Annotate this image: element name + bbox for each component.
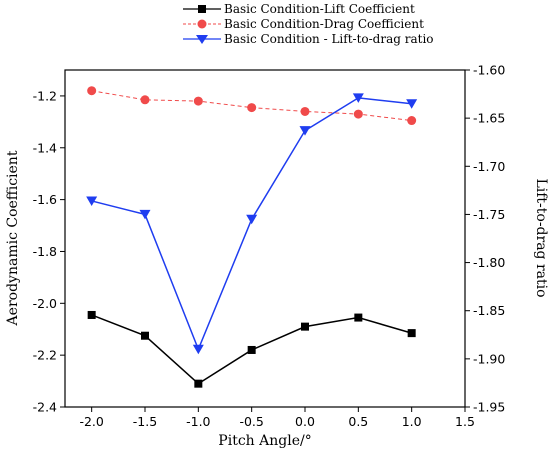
legend-label-lift: Basic Condition-Lift Coefficient [224, 2, 415, 16]
data-point-lift [141, 331, 149, 340]
x-tick-label: -1.5 [133, 414, 157, 429]
legend: Basic Condition-Lift Coefficient Basic C… [183, 2, 434, 46]
data-point-ltd [192, 344, 204, 355]
y-right-tick-label: -1.75 [473, 207, 505, 222]
series-layer [86, 86, 418, 388]
data-point-drag [87, 86, 97, 96]
legend-marker-ltd [196, 35, 208, 44]
x-tick-label: 1.5 [455, 414, 475, 429]
data-point-drag [353, 109, 363, 119]
data-point-drag [300, 106, 310, 116]
x-axis-title: Pitch Angle/° [218, 433, 311, 449]
y-axis-right-title: Lift-to-drag ratio [533, 178, 549, 297]
legend-item-lift: Basic Condition-Lift Coefficient [183, 2, 415, 16]
y-axis-left-title: Aerodynamic Coefficient [5, 150, 21, 326]
data-point-drag [193, 96, 203, 106]
data-point-ltd [139, 209, 151, 220]
plot-frame [64, 69, 466, 408]
y-right-tick-label: -1.60 [473, 63, 505, 78]
y-left-tick-label: -2.2 [33, 348, 57, 363]
legend-marker-drag [197, 19, 207, 29]
data-point-lift [301, 322, 309, 331]
data-point-ltd [352, 93, 364, 103]
x-tick-label: 1.0 [402, 414, 422, 429]
data-point-ltd [246, 214, 258, 225]
x-tick-label: 0.5 [348, 414, 368, 429]
y-left-tick-label: -1.2 [33, 88, 57, 103]
y-left-tick-label: -1.4 [33, 140, 57, 155]
data-point-lift [194, 379, 203, 388]
legend-label-drag: Basic Condition-Drag Coefficient [224, 17, 424, 31]
data-point-ltd [86, 196, 98, 206]
x-tick-label: 0.0 [295, 414, 315, 429]
y-right-tick-label: -1.80 [473, 255, 505, 270]
y-left-tick-label: -1.6 [33, 192, 57, 207]
legend-label-ltd: Basic Condition - Lift-to-drag ratio [224, 32, 434, 46]
y-left-tick-label: -2.4 [33, 400, 57, 415]
y-left-tick-label: -1.8 [33, 244, 57, 259]
data-point-drag [140, 95, 150, 105]
x-tick-label: -1.0 [186, 414, 210, 429]
y-right-tick-label: -1.95 [473, 400, 505, 415]
ticks: -2.0 -1.5 -1.0 -0.5 0.0 0.5 1.0 1.5 -1.2 -1.4 -1.6… [33, 63, 506, 430]
data-point-lift [87, 310, 96, 319]
x-tick-label: -2.0 [79, 414, 103, 429]
data-point-lift [354, 313, 363, 322]
y-right-tick-label: -1.85 [473, 303, 505, 318]
data-point-lift [247, 345, 256, 354]
data-point-lift [407, 329, 416, 338]
data-point-ltd [299, 126, 311, 136]
data-point-ltd [406, 99, 418, 109]
legend-marker-lift [198, 5, 206, 13]
legend-item-drag: Basic Condition-Drag Coefficient [183, 17, 424, 31]
legend-item-ltd: Basic Condition - Lift-to-drag ratio [183, 32, 434, 46]
y-left-tick-label: -2.0 [33, 296, 57, 311]
y-right-tick-label: -1.65 [473, 111, 505, 126]
x-tick-label: -0.5 [239, 414, 263, 429]
y-right-tick-label: -1.70 [473, 159, 505, 174]
data-point-drag [407, 116, 417, 126]
data-point-drag [247, 103, 257, 113]
y-right-tick-label: -1.90 [473, 351, 505, 366]
